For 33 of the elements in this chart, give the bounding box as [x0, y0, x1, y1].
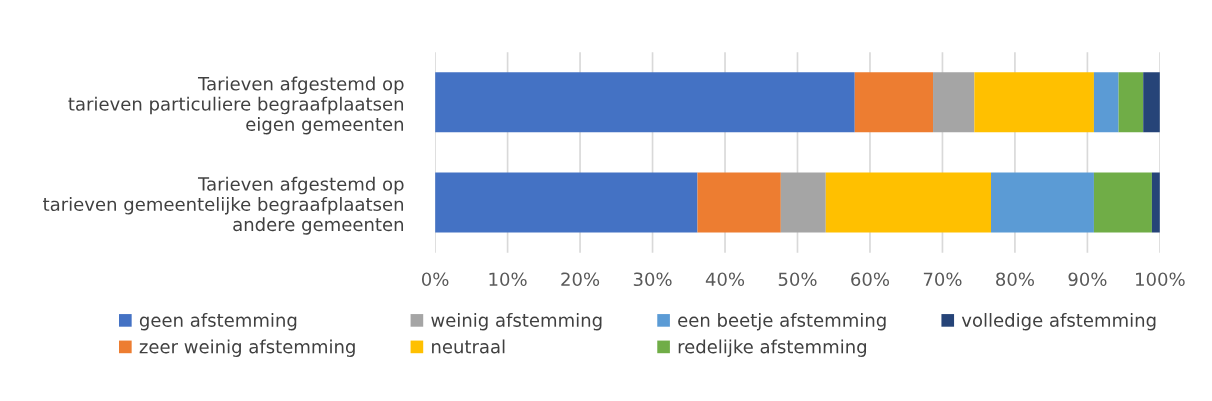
- x-tick-label: 80%: [996, 272, 1034, 287]
- x-tick-label: 20%: [561, 272, 600, 287]
- legend-label: neutraal: [432, 339, 505, 354]
- x-tick-label: 0%: [421, 272, 449, 287]
- bar: [991, 172, 1094, 233]
- x-tick-label: 60%: [851, 272, 890, 287]
- bar: [697, 172, 781, 233]
- bar: [435, 72, 855, 133]
- x-tick-label: 50%: [778, 272, 817, 287]
- x-tick-label: 30%: [633, 272, 672, 287]
- bar: [854, 72, 934, 133]
- y-tick-label: Tarieven afgestemd op tarieven particuliere begraafplaatsen eigen gemeenten: [68, 76, 404, 135]
- bar: [435, 172, 698, 233]
- bar: [1143, 72, 1160, 133]
- x-tick-label: 70%: [923, 272, 962, 287]
- bar: [1093, 72, 1119, 133]
- bar: [780, 172, 826, 233]
- x-tick-label: 10%: [489, 272, 527, 287]
- y-tick-label: Tarieven afgestemd op tarieven gemeentelijke begraafplaatsen andere gemeenten: [43, 176, 404, 235]
- x-tick-label: 40%: [705, 272, 745, 287]
- bar: [1118, 72, 1144, 133]
- legend-label: volledige afstemming: [961, 312, 1156, 331]
- legend-label: weinig afstemming: [431, 312, 602, 331]
- legend-label: zeer weinig afstemming: [139, 339, 355, 357]
- legend-label: redelijke afstemming: [678, 339, 866, 357]
- legend-label: een beetje afstemming: [678, 312, 886, 331]
- bar: [825, 172, 992, 233]
- legend-label: geen afstemming: [139, 312, 297, 331]
- bar: [974, 72, 1094, 133]
- bar: [933, 72, 975, 133]
- x-tick-label: 100%: [1136, 272, 1185, 287]
- x-tick-label: 90%: [1068, 272, 1107, 287]
- bar: [1093, 172, 1152, 233]
